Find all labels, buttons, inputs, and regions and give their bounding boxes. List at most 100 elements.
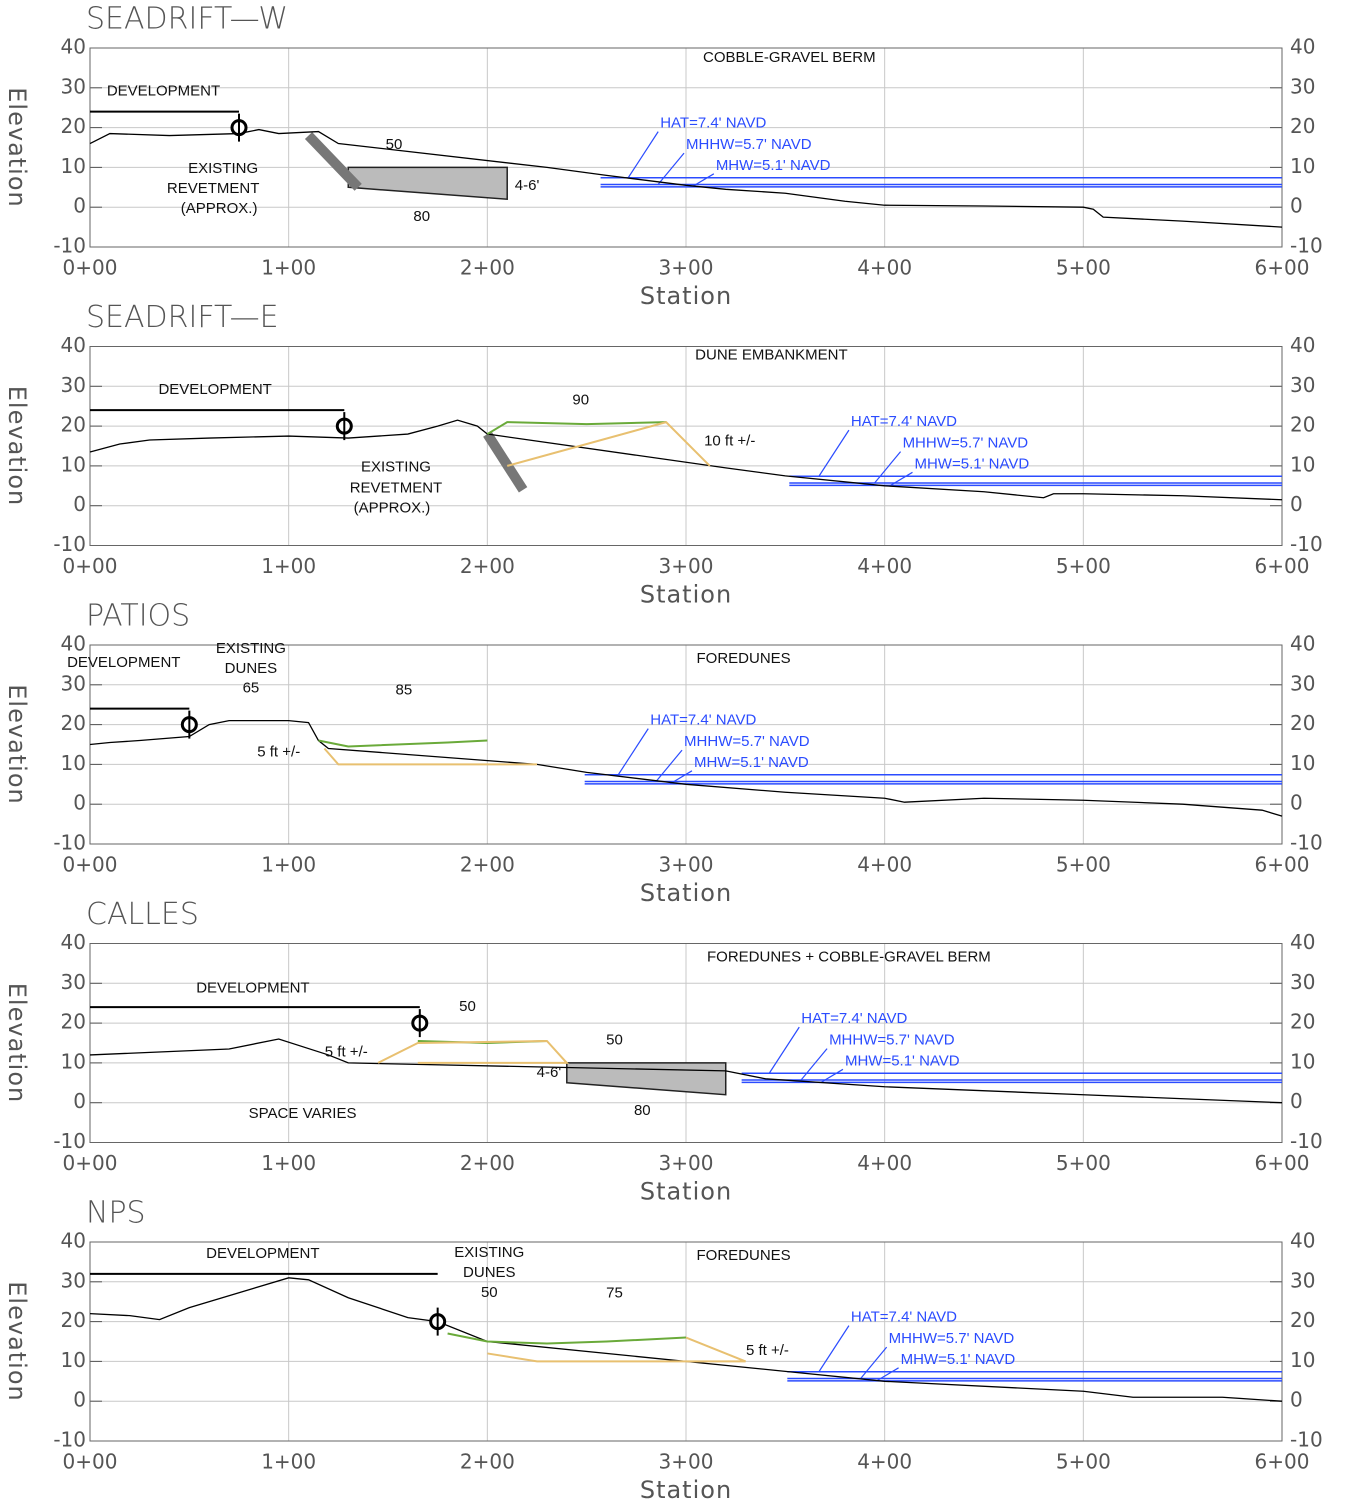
annotation: FOREDUNES + COBBLE-GRAVEL BERM [707,948,991,965]
annotation: 4-6' [515,177,540,194]
x-tick-label: 6+00 [1255,853,1310,877]
annotation: 5 ft +/- [257,743,300,760]
x-tick-label: 4+00 [857,256,912,280]
annotation: 65 [243,680,260,697]
profile-line [378,1041,567,1063]
x-tick-label: 6+00 [1255,1151,1310,1175]
annotation: 75 [606,1285,623,1302]
chart-title: NPS [86,1196,146,1231]
y-tick-label: -10 [53,1129,86,1153]
leader [819,1326,849,1372]
y-tick-label: -10 [1290,532,1323,556]
annotation: EXISTING [361,458,431,475]
y-tick-label: -10 [53,532,86,556]
y-tick-label: -10 [1290,831,1323,855]
x-tick-label: 4+00 [857,853,912,877]
y-tick-label: 40 [1290,930,1315,954]
x-axis-label: Station [640,282,732,310]
x-tick-label: 5+00 [1056,1450,1111,1474]
x-tick-label: 5+00 [1056,1151,1111,1175]
leader [801,1049,827,1080]
y-axis-label: Elevation [3,1281,31,1401]
x-tick-label: 6+00 [1255,256,1310,280]
x-tick-label: 4+00 [857,1151,912,1175]
x-axis-label: Station [640,581,732,609]
x-tick-label: 3+00 [659,256,714,280]
y-tick-label: 0 [1290,791,1303,815]
x-tick-label: 5+00 [1056,554,1111,578]
water-level-label: MHHW=5.7' NAVD [686,136,812,153]
y-tick-label: 10 [1290,751,1315,775]
y-tick-label: 20 [1290,114,1315,138]
y-tick-label: 20 [1290,1010,1315,1034]
y-tick-label: 0 [73,1388,86,1412]
panel: SEADRIFT—EStationElevation0+001+002+003+… [3,300,1323,609]
x-axis-label: Station [640,879,732,907]
annotation: 50 [459,998,476,1015]
y-tick-label: -10 [1290,1129,1323,1153]
y-tick-label: 40 [61,1229,86,1253]
y-tick-label: 10 [61,1049,86,1073]
y-tick-label: 30 [1290,671,1315,695]
x-tick-label: 0+00 [63,256,118,280]
annotation: EXISTING [454,1244,524,1261]
y-tick-label: 10 [1290,154,1315,178]
y-tick-label: 10 [61,154,86,178]
chart-title: PATIOS [86,599,190,634]
x-tick-label: 1+00 [261,554,316,578]
y-tick-label: 10 [61,1348,86,1372]
x-axis-label: Station [640,1476,732,1504]
leader [819,430,849,476]
x-tick-label: 2+00 [460,1450,515,1474]
y-axis-label: Elevation [3,684,31,804]
x-tick-label: 5+00 [1056,853,1111,877]
page: SEADRIFT—WStationElevation0+001+002+003+… [0,0,1364,1505]
x-tick-label: 0+00 [63,853,118,877]
y-tick-label: 40 [61,35,86,59]
x-tick-label: 0+00 [63,1151,118,1175]
annotation: DUNE EMBANKMENT [695,347,848,364]
y-tick-label: -10 [53,234,86,258]
annotation: DUNES [225,660,278,677]
chart-title: CALLES [86,897,199,932]
annotation: REVETMENT [350,480,443,497]
annotation: 90 [572,392,589,409]
x-axis-label: Station [640,1178,732,1206]
annotation: 50 [386,136,403,153]
x-tick-label: 5+00 [1056,256,1111,280]
x-tick-label: 2+00 [460,554,515,578]
profile-line [487,422,666,434]
x-tick-label: 3+00 [659,1151,714,1175]
annotation: DEVELOPMENT [107,83,220,100]
water-level-label: HAT=7.4' NAVD [851,1309,957,1326]
y-tick-label: -10 [53,831,86,855]
chart: SEADRIFT—WStationElevation0+001+002+003+… [0,0,1364,1505]
y-tick-label: 0 [1290,1388,1303,1412]
profile-line [318,741,487,747]
y-tick-label: 20 [1290,413,1315,437]
leader [656,750,682,781]
y-tick-label: 20 [61,711,86,735]
x-tick-label: 4+00 [857,554,912,578]
y-tick-label: 0 [1290,194,1303,218]
annotation: 85 [396,682,413,699]
leader [628,132,658,178]
y-tick-label: 20 [1290,1308,1315,1332]
annotation: 5 ft +/- [325,1044,368,1061]
y-tick-label: 40 [1290,333,1315,357]
y-tick-label: 10 [1290,452,1315,476]
y-tick-label: 10 [1290,1049,1315,1073]
y-tick-label: 20 [61,413,86,437]
x-tick-label: 6+00 [1255,554,1310,578]
leader [861,1347,887,1378]
x-tick-label: 1+00 [261,1151,316,1175]
y-tick-label: 40 [61,632,86,656]
water-level-label: HAT=7.4' NAVD [660,115,766,132]
x-tick-label: 6+00 [1255,1450,1310,1474]
y-tick-label: 30 [1290,1268,1315,1292]
y-tick-label: 20 [1290,711,1315,735]
y-tick-label: 30 [61,970,86,994]
annotation: 80 [413,208,430,225]
x-tick-label: 2+00 [460,1151,515,1175]
revetment [309,136,359,188]
